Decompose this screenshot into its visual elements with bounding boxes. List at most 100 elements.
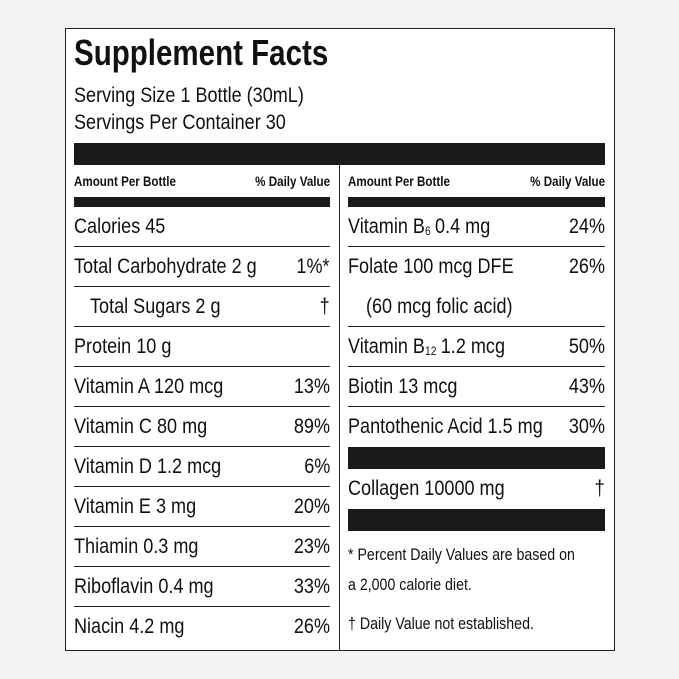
nutrient-name-part: Niacin 4.2 mg <box>74 615 185 638</box>
daily-value: 26% <box>563 247 605 287</box>
nutrient-name-part: Vitamin C 80 mg <box>74 415 208 438</box>
nutrient-row: Niacin 4.2 mg 26% <box>74 607 330 647</box>
nutrient-name-text: Thiamin 0.3 mg <box>74 527 198 567</box>
serving-size-text: Serving Size 1 Bottle (30mL) <box>74 84 304 107</box>
nutrient-name: Vitamin A 120 mcg <box>74 367 248 407</box>
nutrient-row: Folate 100 mcg DFE 26% (60 mcg folic acid) <box>348 247 605 327</box>
column-header: % Daily Value <box>243 174 330 189</box>
daily-value: 6% <box>300 447 330 487</box>
daily-value-text: † <box>594 477 605 500</box>
nutrient-row: Vitamin C 80 mg 89% <box>74 407 330 447</box>
daily-value-text: 43% <box>568 375 605 398</box>
nutrient-name: Folate 100 mcg DFE <box>348 247 541 287</box>
header-text: % Daily Value <box>255 174 330 189</box>
nutrient-row: Protein 10 g <box>74 327 330 367</box>
daily-value: 20% <box>288 487 330 527</box>
nutrient-name-text: Collagen 10000 mg <box>348 469 505 509</box>
nutrient-name-part: Riboflavin 0.4 mg <box>74 575 214 598</box>
nutrient-name: Biotin 13 mcg <box>348 367 475 407</box>
black-bar <box>348 509 605 531</box>
daily-value: 26% <box>288 607 330 647</box>
supplement-facts-label <box>65 28 615 651</box>
nutrient-name: Total Sugars 2 g <box>90 287 242 327</box>
daily-value-text: 26% <box>293 615 330 638</box>
daily-value-text: 20% <box>293 495 330 518</box>
column-header: % Daily Value <box>518 174 605 189</box>
nutrient-row: Vitamin B12 1.2 mcg 50% <box>348 327 605 367</box>
thick-bar <box>74 197 330 207</box>
nutrient-row: Vitamin E 3 mg 20% <box>74 487 330 527</box>
nutrient-name-part: Folate 100 mcg DFE <box>348 255 514 278</box>
daily-value: 23% <box>288 527 330 567</box>
nutrient-note-text: (60 mcg folic acid) <box>366 295 513 318</box>
servings-text: Servings Per Container 30 <box>74 111 286 134</box>
footnote: † Daily Value not established. <box>348 615 564 634</box>
nutrient-name-text: Vitamin C 80 mg <box>74 407 207 447</box>
nutrient-row: Vitamin B6 0.4 mg 24% <box>348 207 605 247</box>
nutrient-name-text: Biotin 13 mcg <box>348 367 457 407</box>
column-header: Amount Per Bottle <box>74 174 193 189</box>
nutrient-row: Total Sugars 2 g † <box>74 287 330 327</box>
daily-value: 1%* <box>291 247 330 287</box>
nutrient-row: Calories 45 <box>74 207 330 247</box>
daily-value-text: 24% <box>568 215 605 238</box>
nutrient-name-text: Vitamin E 3 mg <box>74 487 196 527</box>
thick-bar <box>348 197 605 207</box>
serving-size: Serving Size 1 Bottle (30mL) <box>74 84 341 108</box>
daily-value: 89% <box>288 407 330 447</box>
black-bar <box>74 143 605 165</box>
subscript: 12 <box>424 344 437 358</box>
daily-value: 33% <box>288 567 330 607</box>
servings-per-container: Servings Per Container 30 <box>74 111 320 135</box>
nutrient-amount: 0.4 mg <box>435 215 491 238</box>
nutrient-name-part: Vitamin E 3 mg <box>74 495 197 518</box>
daily-value-text: 89% <box>293 415 330 438</box>
nutrient-name: Thiamin 0.3 mg <box>74 527 219 567</box>
nutrient-name: Protein 10 g <box>74 327 187 367</box>
header-text: % Daily Value <box>530 174 605 189</box>
subscript: 6 <box>424 224 431 238</box>
daily-value-text: 50% <box>568 335 605 358</box>
daily-value: 24% <box>563 207 605 247</box>
nutrient-name-part: Vitamin A 120 mcg <box>74 375 224 398</box>
nutrient-note: (60 mcg folic acid) <box>366 287 536 327</box>
daily-value-text: 33% <box>293 575 330 598</box>
daily-value: 13% <box>288 367 330 407</box>
black-bar <box>348 447 605 469</box>
nutrient-name-text: Vitamin D 1.2 mcg <box>74 447 221 487</box>
nutrient-name-part: Total Carbohydrate 2 g <box>74 255 257 278</box>
title: Supplement Facts <box>74 32 384 74</box>
nutrient-name: Collagen 10000 mg <box>348 469 530 509</box>
nutrient-name-text: Calories 45 <box>74 207 165 247</box>
nutrient-name-part: Vitamin B <box>348 215 425 238</box>
nutrient-row: Total Carbohydrate 2 g 1%* <box>74 247 330 287</box>
nutrient-name: Calories 45 <box>74 207 180 247</box>
column-header: Amount Per Bottle <box>348 174 467 189</box>
footnote: a 2,000 calorie diet. <box>348 576 492 595</box>
header-text: Amount Per Bottle <box>74 174 176 189</box>
nutrient-name-text: Folate 100 mcg DFE <box>348 247 514 287</box>
title-text: Supplement Facts <box>74 32 329 73</box>
nutrient-name-part: Biotin 13 mcg <box>348 375 458 398</box>
nutrient-name-part: Total Sugars 2 g <box>90 295 221 318</box>
nutrient-name: Vitamin C 80 mg <box>74 407 229 447</box>
nutrient-name: Vitamin B12 1.2 mcg <box>348 327 531 367</box>
nutrient-name-text: Riboflavin 0.4 mg <box>74 567 214 607</box>
nutrient-row: Biotin 13 mcg 43% <box>348 367 605 407</box>
nutrient-name-text: Total Carbohydrate 2 g <box>74 247 257 287</box>
daily-value-text: 6% <box>303 455 330 478</box>
nutrient-name: Total Carbohydrate 2 g <box>74 247 286 287</box>
nutrient-name: Pantothenic Acid 1.5 mg <box>348 407 574 447</box>
nutrient-name: Vitamin D 1.2 mcg <box>74 447 245 487</box>
daily-value: 30% <box>563 407 605 447</box>
nutrient-row: Riboflavin 0.4 mg 33% <box>74 567 330 607</box>
nutrient-name-part: Collagen 10000 mg <box>348 477 505 500</box>
nutrient-row: Pantothenic Acid 1.5 mg 30% <box>348 407 605 447</box>
nutrient-amount: 1.2 mcg <box>440 335 506 358</box>
column-divider <box>339 165 340 650</box>
nutrient-name-text: Vitamin B6 0.4 mg <box>348 207 490 249</box>
footnote: * Percent Daily Values are based on <box>348 546 612 565</box>
nutrient-name-part: Vitamin D 1.2 mcg <box>74 455 222 478</box>
nutrient-name-part: Protein 10 g <box>74 335 172 358</box>
